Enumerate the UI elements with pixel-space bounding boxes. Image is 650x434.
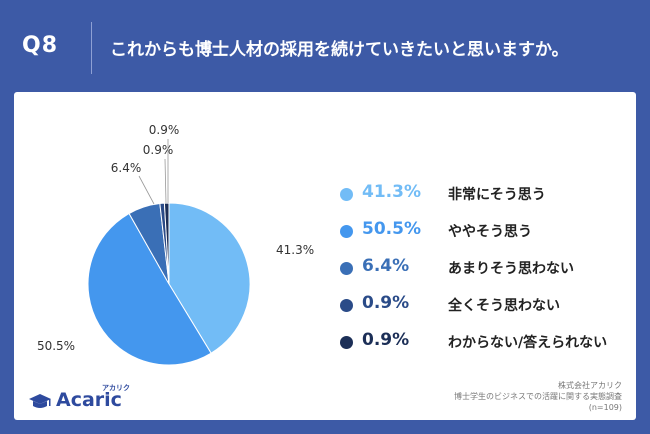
pie-slice-0 xyxy=(168,202,251,354)
legend-percent: 0.9% xyxy=(362,330,410,350)
legend-item-3: 0.9% 全くそう思わない xyxy=(340,293,640,330)
legend-dot xyxy=(340,225,353,238)
legend-dot xyxy=(340,188,353,201)
chart-card: 41.3% 50.5% 6.4% 0.9% 0.9% 41.3% 非常にそう思う 50.… xyxy=(14,92,636,420)
data-label-4: 0.9% xyxy=(149,123,180,137)
question-title: これからも博士人材の採用を続けていきたいと思いますか。 xyxy=(110,40,569,60)
legend-percent: 0.9% xyxy=(362,293,410,313)
data-label-0: 41.3% xyxy=(276,243,314,257)
source-company: 株式会社アカリク xyxy=(558,381,622,390)
legend-percent: 6.4% xyxy=(362,256,410,276)
data-label-2: 6.4% xyxy=(111,161,142,175)
header: Q8 これからも博士人材の採用を続けていきたいと思いますか。 xyxy=(0,0,650,92)
legend-item-4: 0.9% わからない/答えられない xyxy=(340,330,640,367)
leader-line-3 xyxy=(164,158,167,204)
legend-label: 全くそう思わない xyxy=(448,298,560,314)
legend: 41.3% 非常にそう思う 50.5% ややそう思う 6.4% あまりそう思わな… xyxy=(340,182,640,367)
legend-dot xyxy=(340,336,353,349)
source-n: (n=109) xyxy=(588,403,622,412)
legend-dot xyxy=(340,299,353,312)
data-label-1: 50.5% xyxy=(37,339,75,353)
legend-dot xyxy=(340,262,353,275)
legend-label: ややそう思う xyxy=(448,224,532,240)
logo-text: Acaric xyxy=(56,389,122,411)
leader-line-2 xyxy=(138,175,155,205)
legend-item-2: 6.4% あまりそう思わない xyxy=(340,256,640,293)
legend-item-1: 50.5% ややそう思う xyxy=(340,219,640,256)
source-survey: 博士学生のビジネスでの活躍に関する実態調査 xyxy=(454,392,622,401)
acaric-logo: Acaric アカリク xyxy=(28,384,148,417)
legend-label: あまりそう思わない xyxy=(448,261,574,277)
source-note: 株式会社アカリク 博士学生のビジネスでの活躍に関する実態調査 (n=109) xyxy=(454,380,622,413)
pie-slice-1 xyxy=(87,212,212,366)
logo-kana: アカリク xyxy=(102,384,130,392)
pie-chart: 41.3%50.5%6.4%0.9%0.9% xyxy=(37,123,314,366)
mortarboard-icon xyxy=(29,394,51,408)
legend-label: 非常にそう思う xyxy=(448,187,546,203)
legend-percent: 41.3% xyxy=(362,182,421,202)
question-number: Q8 xyxy=(22,33,59,58)
data-label-3: 0.9% xyxy=(143,143,174,157)
legend-label: わからない/答えられない xyxy=(448,335,608,351)
legend-item-0: 41.3% 非常にそう思う xyxy=(340,182,640,219)
header-divider xyxy=(91,22,92,74)
legend-percent: 50.5% xyxy=(362,219,421,239)
pie-slice-4 xyxy=(163,202,170,285)
